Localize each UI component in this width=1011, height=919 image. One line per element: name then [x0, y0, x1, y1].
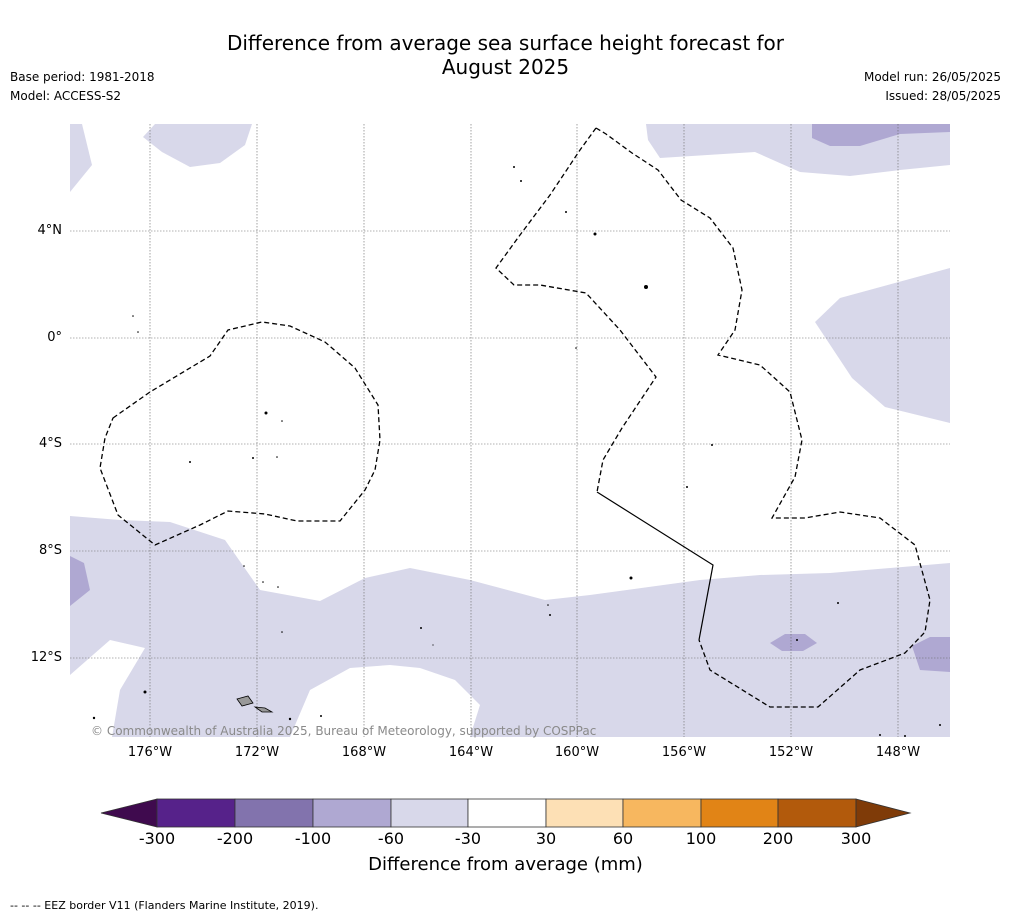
lon-label: 148°W — [875, 745, 921, 760]
lat-label: 12°S — [30, 650, 62, 665]
lon-label: 156°W — [661, 745, 707, 760]
colorbar-tick: 30 — [535, 829, 557, 848]
anomaly-regions-medium — [70, 124, 950, 672]
colorbar-tick: 100 — [685, 829, 717, 848]
colorbar-tick: -60 — [377, 829, 405, 848]
colorbar-bin — [777, 798, 857, 828]
title-line-1: Difference from average sea surface heig… — [226, 31, 785, 55]
meta-right: Model run: 26/05/2025 Issued: 28/05/2025 — [864, 68, 1001, 106]
colorbar-tick: 300 — [840, 829, 872, 848]
lat-label: 8°S — [38, 543, 62, 558]
title-line-2: August 2025 — [441, 55, 570, 79]
colorbar-bin — [312, 798, 392, 828]
eez-borders — [99, 127, 931, 708]
colorbar-bin — [390, 798, 469, 828]
colorbar-bin — [234, 798, 314, 828]
colorbar — [100, 798, 912, 828]
colorbar-bin — [622, 798, 702, 828]
lat-label: 4°N — [37, 223, 63, 238]
colorbar-bin — [700, 798, 779, 828]
lat-label: 0° — [47, 330, 62, 345]
chart-title: Difference from average sea surface heig… — [0, 31, 1011, 79]
island-upolu — [253, 706, 274, 713]
colorbar-tick: 200 — [762, 829, 794, 848]
graticule — [70, 124, 950, 737]
lon-label: 168°W — [341, 745, 387, 760]
colorbar-tick: -100 — [294, 829, 332, 848]
base-period: Base period: 1981-2018 — [10, 70, 155, 84]
model-run: Model run: 26/05/2025 — [863, 70, 1001, 84]
islands — [92, 166, 941, 737]
colorbar-tick: -200 — [216, 829, 254, 848]
issued-date: Issued: 28/05/2025 — [885, 89, 1001, 103]
lon-label: 152°W — [768, 745, 814, 760]
footnote: -- -- -- EEZ border V11 (Flanders Marine… — [10, 899, 319, 912]
map-area — [70, 124, 950, 737]
copyright-credit: © Commonwealth of Australia 2025, Bureau… — [91, 724, 597, 738]
lon-label: 160°W — [554, 745, 600, 760]
eez-solid-border — [596, 491, 714, 641]
colorbar-bin — [467, 798, 547, 828]
model-name: Model: ACCESS-S2 — [10, 89, 122, 103]
colorbar-tick: -30 — [454, 829, 482, 848]
colorbar-tick: -300 — [138, 829, 176, 848]
colorbar-tick: 60 — [612, 829, 634, 848]
lon-label: 172°W — [234, 745, 280, 760]
colorbar-extend-high — [855, 798, 912, 828]
meta-left: Base period: 1981-2018 Model: ACCESS-S2 — [10, 68, 155, 106]
colorbar-extend-low — [100, 798, 158, 828]
colorbar-bin — [156, 798, 236, 828]
island-savaii — [236, 695, 254, 707]
lon-label: 176°W — [127, 745, 173, 760]
lat-label: 4°S — [38, 436, 62, 451]
colorbar-bin — [545, 798, 624, 828]
lon-label: 164°W — [448, 745, 494, 760]
colorbar-label: Difference from average (mm) — [368, 854, 643, 875]
